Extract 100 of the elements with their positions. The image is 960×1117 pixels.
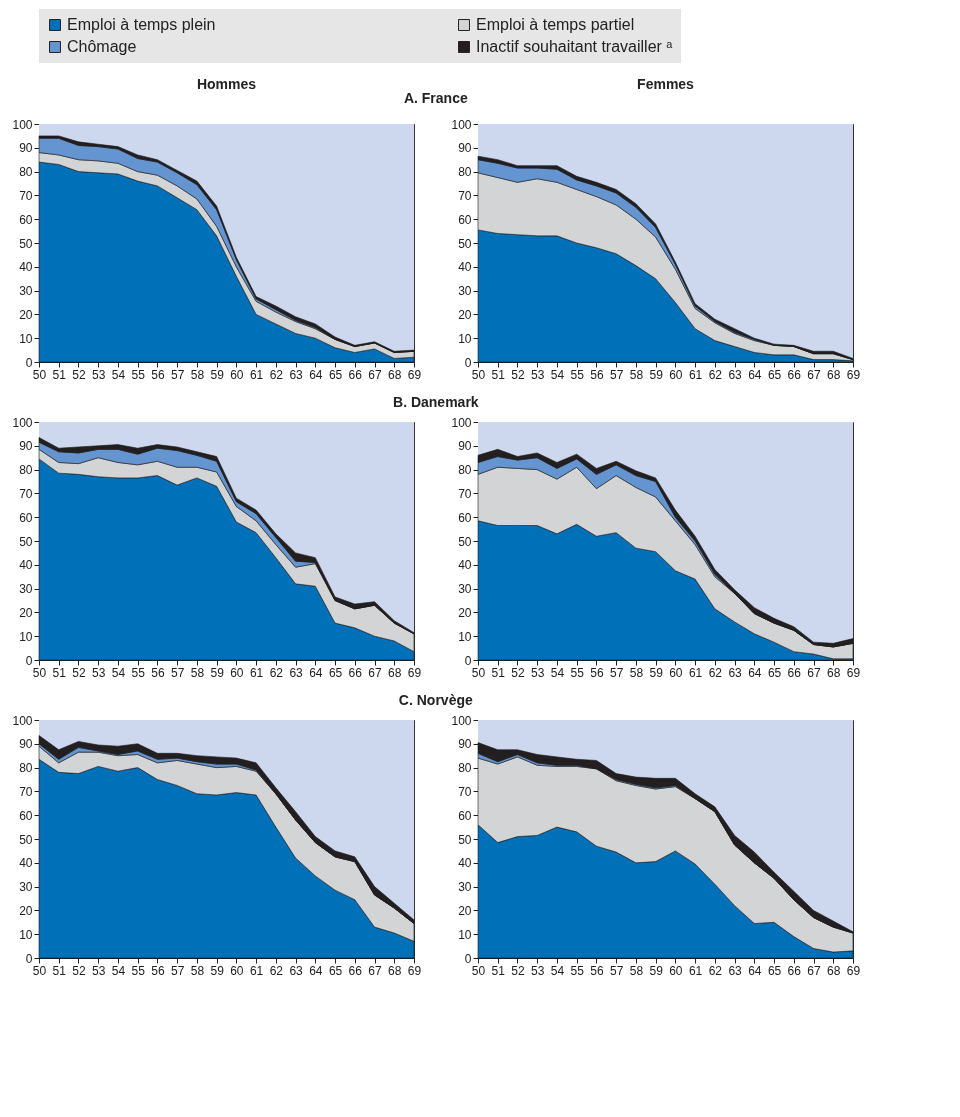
y-tick-label: 20 xyxy=(458,307,472,322)
y-tick-label: 100 xyxy=(451,713,472,728)
x-tick-label: 52 xyxy=(511,963,525,978)
x-tick-label: 60 xyxy=(230,367,244,382)
x-tick-label: 57 xyxy=(170,963,185,978)
y-tick-label: 10 xyxy=(458,629,472,644)
y-tick-label: 0 xyxy=(464,653,472,668)
x-tick-label: 51 xyxy=(491,367,506,382)
chart-title: B. Danemark xyxy=(393,393,479,410)
x-tick-label: 60 xyxy=(669,665,683,680)
x-tick-label: 67 xyxy=(807,963,822,978)
y-tick-label: 30 xyxy=(458,582,472,597)
x-tick-label: 68 xyxy=(827,367,841,382)
y-tick-label: 90 xyxy=(19,439,33,454)
x-tick-label: 55 xyxy=(570,963,585,978)
x-tick-label: 55 xyxy=(131,665,146,680)
x-tick-label: 51 xyxy=(491,665,506,680)
x-tick-label: 63 xyxy=(728,367,743,382)
legend-label: Emploi à temps plein xyxy=(67,16,216,33)
x-tick-label: 59 xyxy=(649,665,664,680)
x-tick-label: 65 xyxy=(767,665,782,680)
x-tick-label: 61 xyxy=(688,963,703,978)
y-tick-label: 50 xyxy=(458,534,472,549)
x-tick-label: 60 xyxy=(230,665,244,680)
y-tick-label: 40 xyxy=(458,558,472,573)
x-tick-label: 59 xyxy=(210,963,225,978)
x-tick-label: 62 xyxy=(269,367,284,382)
x-tick-label: 61 xyxy=(249,367,264,382)
y-tick-label: 20 xyxy=(19,307,33,322)
y-tick-label: 0 xyxy=(464,951,472,966)
y-tick-label: 50 xyxy=(19,534,33,549)
y-tick-label: 70 xyxy=(19,486,33,501)
x-tick-label: 64 xyxy=(748,963,762,978)
y-tick-label: 10 xyxy=(458,927,472,942)
x-tick-label: 62 xyxy=(708,963,723,978)
x-tick-label: 63 xyxy=(289,963,304,978)
x-tick-label: 65 xyxy=(767,367,782,382)
y-tick-label: 40 xyxy=(19,558,33,573)
y-tick-label: 50 xyxy=(19,236,33,251)
y-tick-label: 90 xyxy=(19,141,33,156)
y-tick-label: 50 xyxy=(458,236,472,251)
x-tick-label: 62 xyxy=(708,367,723,382)
y-tick-label: 90 xyxy=(19,737,33,752)
x-tick-label: 57 xyxy=(609,367,624,382)
x-tick-label: 55 xyxy=(131,963,146,978)
x-tick-label: 52 xyxy=(511,665,525,680)
y-tick-label: 60 xyxy=(19,808,33,823)
y-tick-label: 60 xyxy=(19,510,33,525)
y-tick-label: 0 xyxy=(25,355,33,370)
x-tick-label: 64 xyxy=(309,963,323,978)
y-tick-label: 50 xyxy=(19,832,33,847)
y-tick-label: 30 xyxy=(19,284,33,299)
y-tick-label: 20 xyxy=(19,903,33,918)
x-tick-label: 57 xyxy=(170,367,185,382)
x-tick-label: 60 xyxy=(669,963,683,978)
y-tick-label: 100 xyxy=(12,117,33,132)
x-tick-label: 67 xyxy=(368,963,383,978)
x-tick-label: 65 xyxy=(328,963,343,978)
y-tick-label: 70 xyxy=(19,784,33,799)
x-tick-label: 53 xyxy=(92,665,106,680)
x-tick-label: 69 xyxy=(407,367,422,382)
y-tick-label: 30 xyxy=(458,880,472,895)
x-tick-label: 62 xyxy=(269,665,284,680)
x-tick-label: 61 xyxy=(688,367,703,382)
x-tick-label: 52 xyxy=(72,963,86,978)
y-tick-label: 70 xyxy=(458,188,472,203)
y-tick-label: 40 xyxy=(19,856,33,871)
legend-label: Chômage xyxy=(67,38,137,55)
y-tick-label: 60 xyxy=(19,212,33,227)
x-tick-label: 65 xyxy=(767,963,782,978)
x-tick-label: 66 xyxy=(348,665,363,680)
x-tick-label: 63 xyxy=(289,665,304,680)
x-tick-label: 58 xyxy=(629,963,644,978)
x-tick-label: 54 xyxy=(111,665,126,680)
y-tick-label: 100 xyxy=(12,415,33,430)
x-tick-label: 64 xyxy=(309,367,323,382)
x-tick-label: 68 xyxy=(388,665,402,680)
y-tick-label: 30 xyxy=(458,284,472,299)
y-tick-label: 80 xyxy=(19,761,33,776)
x-tick-label: 66 xyxy=(787,665,802,680)
x-tick-label: 56 xyxy=(151,665,165,680)
x-tick-label: 66 xyxy=(787,367,802,382)
x-tick-label: 67 xyxy=(368,665,383,680)
x-tick-label: 63 xyxy=(289,367,304,382)
y-tick-label: 100 xyxy=(451,117,472,132)
x-tick-label: 57 xyxy=(609,963,624,978)
x-tick-label: 51 xyxy=(52,367,67,382)
x-tick-label: 65 xyxy=(328,367,343,382)
x-tick-label: 55 xyxy=(131,367,146,382)
x-tick-label: 62 xyxy=(708,665,723,680)
y-tick-label: 40 xyxy=(19,260,33,275)
y-tick-label: 60 xyxy=(458,510,472,525)
y-tick-label: 100 xyxy=(451,415,472,430)
y-tick-label: 20 xyxy=(458,605,472,620)
x-tick-label: 53 xyxy=(531,665,545,680)
x-tick-label: 59 xyxy=(210,367,225,382)
x-tick-label: 54 xyxy=(550,665,565,680)
x-tick-label: 54 xyxy=(111,367,126,382)
legend-label: Emploi à temps partiel xyxy=(476,16,635,33)
x-tick-label: 54 xyxy=(550,367,565,382)
